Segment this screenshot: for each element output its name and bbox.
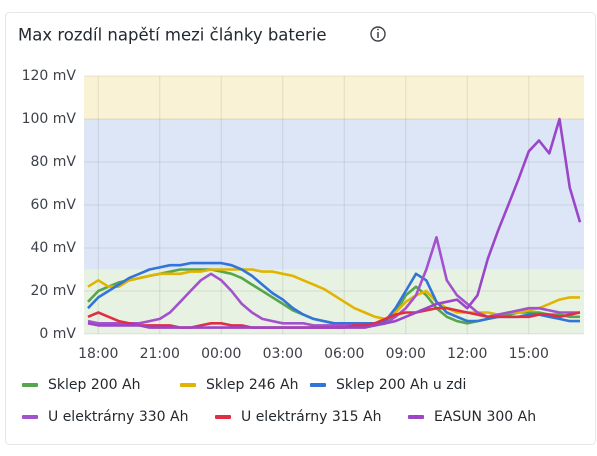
x-tick-label: 03:00	[263, 346, 303, 362]
legend-item[interactable]: U elektrárny 330 Ah	[22, 409, 189, 425]
y-tick-label: 0 mV	[39, 326, 76, 342]
legend-swatch	[22, 383, 38, 387]
series-line	[87, 117, 582, 329]
y-tick-label: 40 mV	[31, 240, 77, 256]
legend-label: Sklep 200 Ah u zdi	[336, 377, 466, 393]
legend-item[interactable]: Sklep 200 Ah u zdi	[310, 377, 466, 393]
panel-title: Max rozdíl napětí mezi články baterie	[18, 26, 327, 45]
x-tick-label: 06:00	[324, 346, 364, 362]
legend-swatch	[22, 415, 38, 419]
legend-label: EASUN 300 Ah	[434, 409, 536, 425]
x-tick-label: 00:00	[201, 346, 241, 362]
legend-label: U elektrárny 330 Ah	[48, 409, 189, 425]
legend-swatch	[180, 383, 196, 387]
legend-label: Sklep 246 Ah	[206, 377, 298, 393]
y-tick-label: 20 mV	[31, 283, 77, 299]
x-tick-label: 18:00	[78, 346, 118, 362]
info-icon[interactable]	[370, 26, 386, 42]
y-tick-label: 120 mV	[22, 68, 77, 84]
legend-item[interactable]: U elektrárny 315 Ah	[215, 409, 382, 425]
x-tick-label: 09:00	[386, 346, 426, 362]
y-tick-label: 60 mV	[31, 197, 77, 213]
legend-swatch	[408, 415, 424, 419]
legend-swatch	[215, 415, 231, 419]
threshold-band	[84, 76, 584, 119]
legend-swatch	[310, 383, 326, 387]
x-tick-label: 12:00	[447, 346, 487, 362]
legend-item[interactable]: Sklep 246 Ah	[180, 377, 298, 393]
x-tick-label: 15:00	[509, 346, 549, 362]
legend-item[interactable]: Sklep 200 Ah	[22, 377, 140, 393]
threshold-band	[84, 119, 584, 270]
series-line	[87, 236, 580, 327]
y-tick-label: 80 mV	[31, 154, 77, 170]
legend-label: Sklep 200 Ah	[48, 377, 140, 393]
legend-item[interactable]: EASUN 300 Ah	[408, 409, 536, 425]
x-tick-label: 21:00	[140, 346, 180, 362]
y-tick-label: 100 mV	[22, 111, 77, 127]
legend-label: U elektrárny 315 Ah	[241, 409, 382, 425]
